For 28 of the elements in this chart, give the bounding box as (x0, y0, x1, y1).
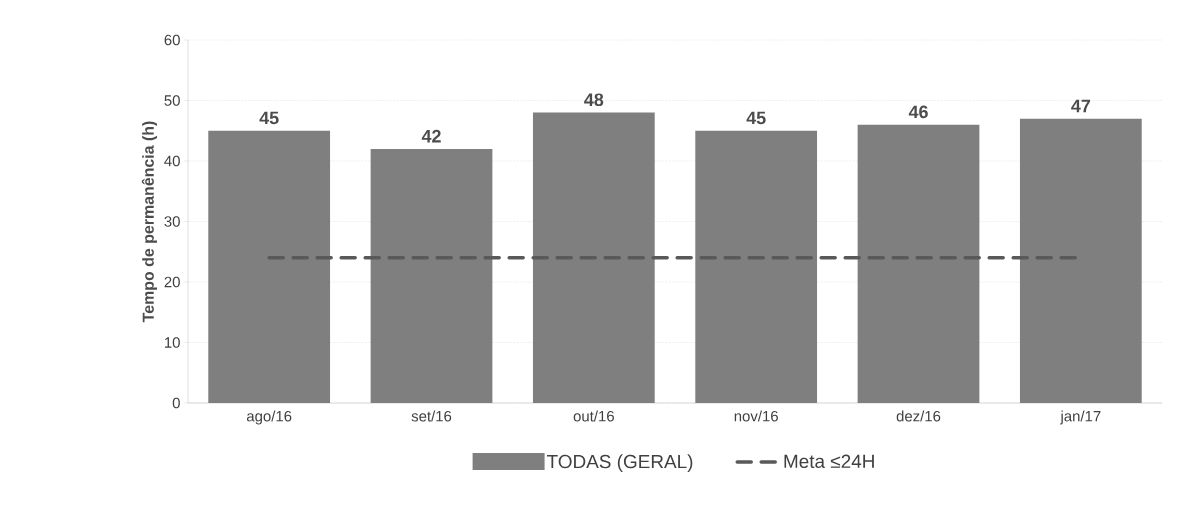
data-label: 45 (746, 111, 766, 125)
bar (857, 124, 980, 403)
x-tick-label: jan/17 (1060, 410, 1101, 425)
y-tick-label: 50 (164, 95, 180, 106)
legend-label: Meta ≤24H (784, 454, 874, 469)
bar (370, 148, 493, 403)
x-tick-label: out/16 (573, 410, 614, 422)
y-axis-title: Tempo de permanência (h) (141, 121, 158, 323)
x-tick-label: nov/16 (734, 410, 778, 422)
x-tick-label: dez/16 (896, 410, 941, 422)
bar (695, 130, 818, 403)
data-label: 48 (584, 93, 604, 107)
data-label: 42 (421, 129, 441, 143)
bar (532, 112, 655, 403)
bar (1019, 118, 1142, 403)
y-tick-label: 30 (164, 216, 180, 227)
x-tick-label: ago/16 (246, 410, 292, 425)
x-tick-label: set/16 (411, 410, 452, 422)
y-tick-label: 0 (172, 397, 180, 409)
y-tick-label: 20 (164, 276, 180, 288)
data-label: 46 (908, 105, 928, 119)
legend-label: TODAS (GERAL) (547, 454, 693, 473)
y-tick-label: 60 (164, 34, 180, 46)
bar (208, 130, 331, 403)
y-tick-label: 10 (165, 337, 180, 348)
data-label: 47 (1071, 99, 1091, 113)
y-tick-label: 40 (164, 155, 180, 167)
data-label: 45 (259, 111, 279, 125)
